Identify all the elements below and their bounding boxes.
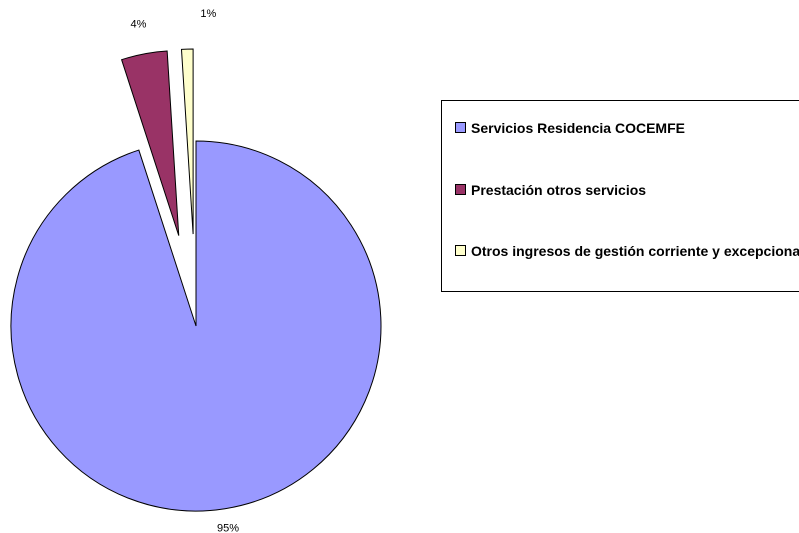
pie-slice — [120, 50, 180, 236]
legend-entry: Otros ingresos de gestión corriente y ex… — [455, 242, 799, 261]
pie-slice — [10, 140, 382, 512]
legend-entry: Prestación otros servicios — [455, 181, 799, 200]
legend-swatch — [455, 245, 466, 256]
legend-swatch — [455, 122, 466, 133]
legend-label: Servicios Residencia COCEMFE — [471, 120, 685, 136]
legend-swatch — [455, 184, 466, 195]
pie-slice — [180, 48, 194, 235]
legend-label: Prestación otros servicios — [471, 182, 647, 198]
data-label: 95% — [217, 522, 239, 533]
data-label: 1% — [200, 8, 216, 20]
legend: Servicios Residencia COCEMFE Prestación o… — [441, 100, 799, 292]
legend-entry: Servicios Residencia COCEMFE — [455, 119, 799, 138]
legend-label: Otros ingresos de gestión corriente y ex… — [471, 243, 799, 259]
data-label: 4% — [131, 18, 147, 30]
